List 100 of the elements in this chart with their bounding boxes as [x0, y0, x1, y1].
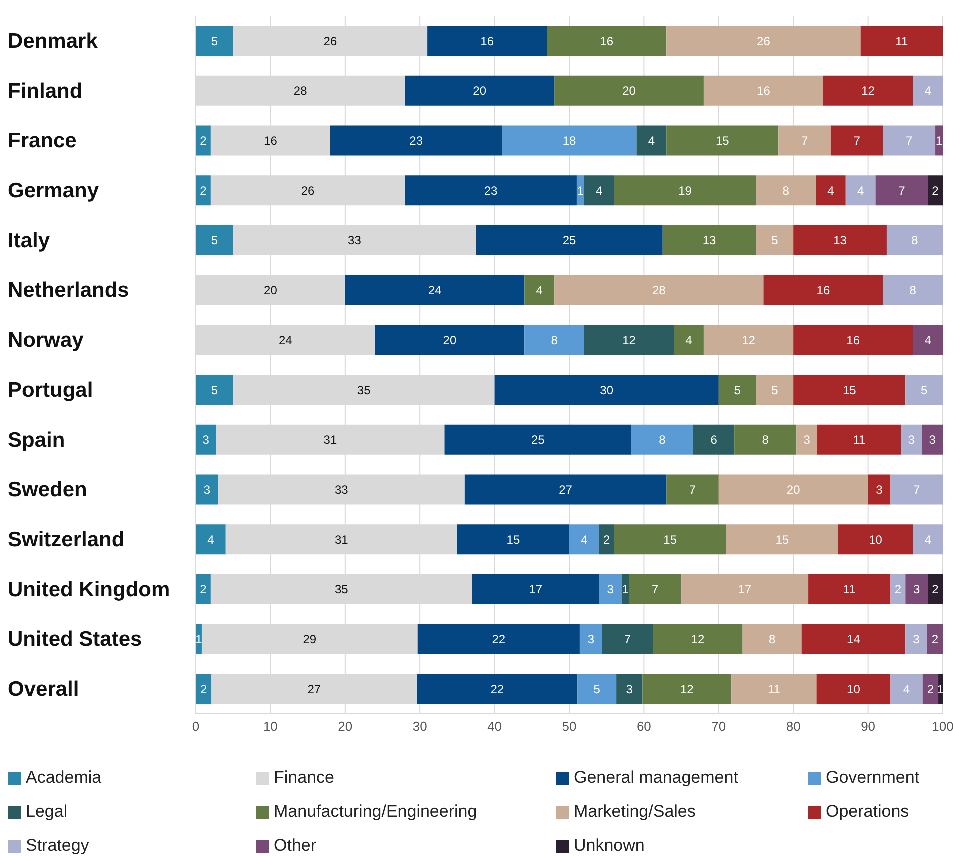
data-label: 4	[924, 532, 932, 547]
data-label: 3	[908, 433, 916, 448]
bar	[476, 225, 663, 256]
y-tick-label: Finland	[8, 80, 83, 103]
data-label: 30	[600, 383, 614, 398]
bar	[330, 126, 502, 156]
data-label: 2	[200, 134, 208, 148]
bar	[682, 574, 809, 604]
data-label: 31	[324, 433, 338, 448]
bar	[816, 674, 891, 704]
bar	[890, 474, 943, 505]
data-label: 4	[686, 333, 693, 348]
bar	[464, 474, 667, 505]
data-label: 10	[869, 532, 883, 547]
data-label: 2	[927, 682, 934, 696]
x-tick-label: 10	[263, 719, 278, 734]
data-label: 15	[776, 532, 790, 547]
data-label: 1	[622, 582, 630, 597]
bar	[196, 424, 216, 455]
data-label: 8	[910, 284, 917, 298]
data-label: 4	[828, 184, 835, 198]
x-tick-label: 50	[562, 719, 577, 734]
bar	[742, 624, 802, 654]
y-tick-label: Netherlands	[8, 279, 130, 302]
bar	[622, 574, 630, 604]
data-label: 31	[334, 532, 349, 547]
bar	[524, 275, 555, 306]
data-label: 10	[847, 682, 861, 696]
data-label: 4	[648, 134, 656, 148]
data-label: 15	[664, 532, 678, 547]
bar	[547, 26, 667, 56]
data-label: 27	[308, 682, 322, 696]
data-label: 16	[816, 284, 830, 298]
data-label: 19	[678, 184, 692, 198]
data-label: 2	[200, 682, 208, 696]
bar	[554, 76, 704, 106]
bar	[756, 176, 816, 206]
bar	[883, 275, 943, 306]
bar	[417, 674, 578, 704]
data-label: 3	[204, 482, 211, 497]
data-label: 12	[691, 632, 705, 647]
legend-label: Legal	[26, 802, 68, 822]
x-tick-label: 70	[712, 719, 726, 734]
data-label: 26	[301, 184, 316, 198]
data-label: 15	[506, 532, 520, 547]
data-label: 16	[480, 34, 494, 48]
data-label: 20	[622, 84, 636, 98]
data-label: 5	[594, 682, 601, 696]
bar	[838, 524, 914, 555]
bar	[570, 524, 600, 555]
data-label: 27	[559, 482, 573, 497]
data-label: 8	[768, 632, 776, 647]
bar	[614, 524, 726, 555]
bar	[629, 574, 682, 604]
bar	[196, 176, 211, 206]
bar	[345, 275, 525, 306]
data-label: 4	[903, 682, 910, 696]
x-tick-label: 80	[786, 719, 801, 734]
data-label: 8	[762, 433, 770, 448]
bar	[726, 524, 838, 555]
bar	[901, 424, 922, 455]
bar	[196, 375, 234, 405]
data-label: 25	[562, 234, 576, 248]
data-label: 16	[264, 134, 278, 148]
data-label: 7	[624, 632, 632, 647]
bar	[636, 126, 667, 156]
bar	[405, 176, 577, 206]
bar	[602, 624, 654, 654]
bar	[642, 674, 732, 704]
bar	[734, 424, 797, 455]
bar	[796, 424, 818, 455]
bar	[196, 474, 218, 505]
bar	[906, 624, 928, 654]
legend-label: General management	[574, 768, 738, 788]
data-label: 4	[208, 532, 215, 547]
y-tick-label: Spain	[8, 428, 66, 452]
data-label: 20	[786, 482, 801, 497]
bar	[428, 26, 548, 56]
bar	[764, 275, 884, 306]
data-label: 2	[932, 582, 940, 597]
legend-label: Marketing/Sales	[574, 802, 696, 822]
bar	[653, 624, 743, 654]
bar	[196, 225, 234, 256]
legend-label: Operations	[826, 802, 910, 822]
legend-label: Strategy	[26, 836, 90, 856]
data-label: 1	[196, 632, 203, 647]
data-label: 11	[896, 34, 908, 48]
data-label: 17	[738, 582, 752, 597]
data-label: 8	[551, 333, 558, 348]
data-label: 11	[853, 433, 866, 448]
bar	[584, 325, 674, 356]
legend-label: Finance	[274, 768, 334, 788]
data-label: 5	[920, 383, 928, 398]
x-tick-label: 30	[412, 719, 428, 734]
x-tick-label: 40	[488, 719, 502, 734]
bar	[576, 176, 584, 206]
data-label: 23	[410, 134, 424, 148]
data-label: 3	[588, 632, 595, 647]
bar	[928, 574, 943, 604]
bar	[599, 574, 622, 604]
